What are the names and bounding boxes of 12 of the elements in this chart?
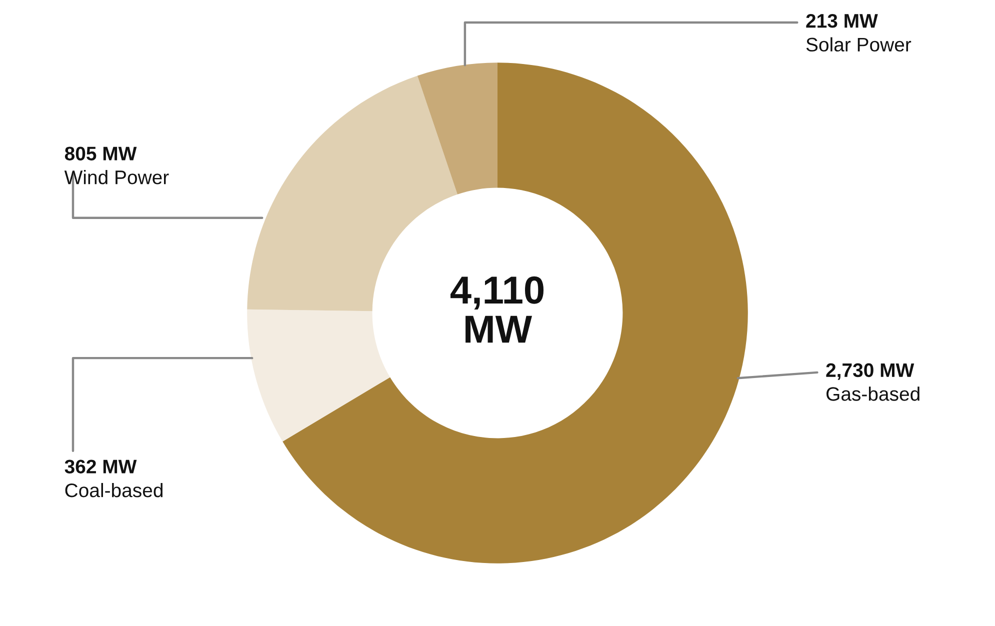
donut-slice <box>247 309 390 442</box>
slice-label: Wind Power <box>64 170 169 184</box>
data-label: 805 MW <box>64 146 137 160</box>
data-label: 213 MW <box>806 14 878 28</box>
slice-label: Solar Power <box>806 37 912 52</box>
donut-slice <box>417 62 498 194</box>
text: 4,110 MW <box>450 276 544 343</box>
slice-label: Coal-based <box>65 482 162 498</box>
slice-label: Gas-based <box>826 386 920 401</box>
donut-slice <box>282 62 748 564</box>
data-label: 2,730 MW <box>826 363 914 380</box>
data-label: 362 MW <box>64 460 137 474</box>
